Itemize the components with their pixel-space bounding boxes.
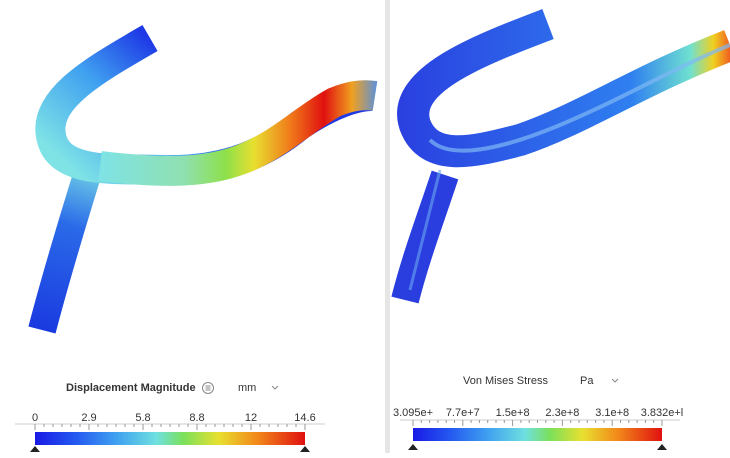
tick-label: 3.832e+l [641,407,684,419]
legend-title: Von Mises Stress [463,375,548,387]
divider [385,0,390,453]
color-bar [35,432,305,445]
tick-label: 14.6 [294,412,315,424]
dropdown-chevron[interactable] [612,379,618,382]
range-handles[interactable] [408,444,667,450]
tick-label: 5.8 [135,412,150,424]
tick-label: 3.1e+8 [595,407,629,419]
stress-model [405,24,730,300]
tick-label: 2.3e+8 [545,407,579,419]
tick-label: 7.7e+7 [446,407,480,419]
tick-label: 3.095e+ [393,407,433,419]
tick-label: 2.9 [81,412,96,424]
tick-labels: 3.095e+ 7.7e+7 1.5e+8 2.3e+8 3.1e+8 3.832e+l [393,407,683,426]
unit-select[interactable]: Pa [580,375,594,387]
tick-label: 1.5e+8 [496,407,530,419]
tick-label: 8.8 [189,412,204,424]
legend-title: Displacement Magnitude [66,382,196,394]
page: Displacement Magnitude mm 0 2.9 5.8 8.8 12 14… [0,0,730,453]
unit-select[interactable]: mm [238,382,256,394]
color-bar [413,428,662,441]
screen: Displacement Magnitude mm 0 2.9 5.8 8.8 12 14… [0,0,730,453]
tick-label: 12 [245,412,257,424]
tick-label: 0 [32,412,38,424]
